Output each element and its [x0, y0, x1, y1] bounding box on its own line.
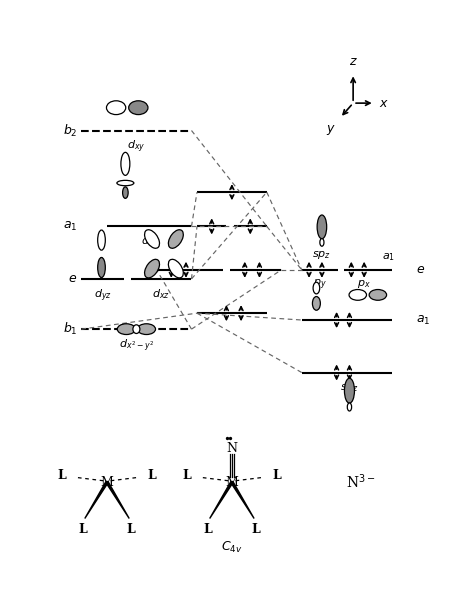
Text: $d_{x^2-y^2}$: $d_{x^2-y^2}$: [119, 337, 154, 354]
Ellipse shape: [145, 229, 160, 248]
Ellipse shape: [320, 238, 324, 246]
Ellipse shape: [121, 152, 130, 176]
Text: L: L: [57, 469, 66, 482]
Ellipse shape: [107, 101, 126, 114]
Text: $C_{4v}$: $C_{4v}$: [221, 540, 243, 555]
Ellipse shape: [128, 101, 148, 114]
Text: $d_{z^2}$: $d_{z^2}$: [141, 235, 157, 248]
Text: L: L: [273, 469, 282, 482]
Ellipse shape: [133, 325, 140, 333]
Ellipse shape: [168, 229, 183, 248]
Ellipse shape: [168, 259, 183, 278]
Text: $d_{xz}$: $d_{xz}$: [153, 287, 170, 301]
Ellipse shape: [137, 324, 155, 334]
Text: $a_1$: $a_1$: [416, 314, 430, 327]
Ellipse shape: [145, 259, 160, 278]
Text: L: L: [252, 523, 260, 536]
Text: $e$: $e$: [416, 263, 425, 276]
Text: $p_x$: $p_x$: [357, 278, 371, 290]
Ellipse shape: [312, 296, 320, 310]
Text: N: N: [227, 442, 237, 455]
Ellipse shape: [117, 180, 134, 186]
Text: $z$: $z$: [349, 55, 357, 68]
Ellipse shape: [345, 378, 355, 403]
Text: $sp_z$: $sp_z$: [312, 248, 331, 261]
Text: L: L: [148, 469, 156, 482]
Text: M: M: [226, 476, 238, 489]
Ellipse shape: [317, 215, 327, 239]
Text: L: L: [182, 469, 191, 482]
Text: $a_1$: $a_1$: [63, 220, 78, 233]
Text: $b_2$: $b_2$: [63, 123, 78, 139]
Polygon shape: [85, 482, 108, 518]
Text: $a_1$: $a_1$: [382, 251, 395, 263]
Polygon shape: [210, 482, 233, 518]
Text: $d_{xy}$: $d_{xy}$: [127, 139, 146, 155]
Polygon shape: [106, 482, 129, 518]
Text: M: M: [100, 476, 113, 489]
Text: $y$: $y$: [326, 123, 336, 136]
Text: $x$: $x$: [379, 97, 389, 110]
Text: L: L: [79, 523, 87, 536]
Ellipse shape: [98, 230, 105, 250]
Ellipse shape: [123, 187, 128, 199]
Polygon shape: [231, 482, 254, 518]
Text: $p_y$: $p_y$: [313, 278, 327, 292]
Text: $e$: $e$: [68, 272, 78, 285]
Ellipse shape: [117, 324, 136, 334]
Text: N$^{3-}$: N$^{3-}$: [346, 473, 375, 492]
Text: L: L: [127, 523, 136, 536]
Ellipse shape: [349, 289, 366, 300]
Ellipse shape: [313, 282, 319, 294]
Text: $b_1$: $b_1$: [63, 321, 78, 337]
Ellipse shape: [369, 289, 387, 300]
Ellipse shape: [347, 403, 352, 411]
Text: L: L: [203, 523, 212, 536]
Text: $d_{yz}$: $d_{yz}$: [94, 287, 111, 304]
Ellipse shape: [98, 257, 105, 278]
Text: $sp_z$: $sp_z$: [340, 382, 359, 394]
